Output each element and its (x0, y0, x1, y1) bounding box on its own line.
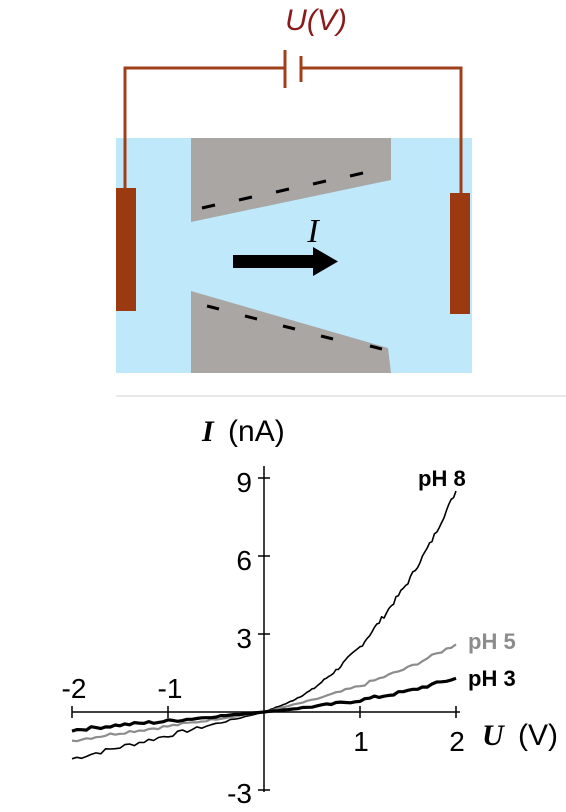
x-axis-symbol: U (482, 719, 505, 752)
upper-surface-charges (201, 171, 364, 210)
left-wire (123, 66, 284, 190)
x-tick-label: -2 (62, 673, 87, 704)
y-axis-unit: (nA) (228, 415, 285, 448)
series-label-ph8: pH 8 (418, 466, 466, 491)
axis-ticks (71, 477, 457, 791)
x-tick-label: 2 (449, 726, 465, 757)
y-tick-label: -3 (227, 778, 252, 809)
x-tick-label: -1 (158, 673, 183, 704)
lower-membrane (191, 291, 391, 373)
left-electrode (116, 188, 136, 311)
y-tick-label: 6 (236, 545, 252, 576)
y-tick-label: 3 (236, 623, 252, 654)
series-label-ph5: pH 5 (468, 629, 516, 654)
series-lines (71, 490, 457, 760)
series-line-ph8 (71, 490, 457, 760)
x-tick-label: 1 (353, 726, 369, 757)
y-tick-label: 9 (236, 467, 252, 498)
current-label: I (306, 213, 320, 250)
y-axis-label: I (nA) (201, 415, 285, 448)
series-label-ph3: pH 3 (468, 666, 516, 691)
x-axis-unit: (V) (518, 719, 558, 752)
iv-chart: I (nA) U (V) -2 -1 1 2 9 6 3 -3 pH 8 pH … (62, 415, 558, 809)
voltage-label: U(V) (285, 4, 347, 37)
x-axis-label: U (V) (482, 719, 558, 752)
nanochannel-schematic: U(V) I (116, 4, 472, 373)
series-line-ph3 (71, 676, 457, 733)
current-arrow (233, 247, 338, 276)
y-axis-symbol: I (201, 415, 215, 448)
lower-surface-charges (206, 304, 383, 351)
right-electrode (450, 193, 470, 314)
right-wire (302, 66, 463, 195)
